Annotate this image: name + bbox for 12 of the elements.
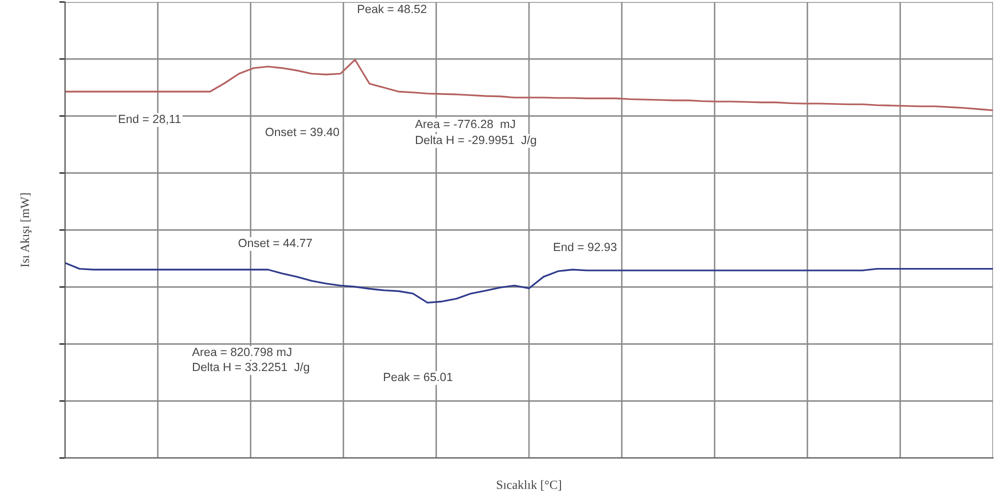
annotation: Area = 820.798 mJ <box>192 348 292 356</box>
annotation: Peak = 65.01 <box>384 372 452 382</box>
annotation: Onset = 39.40 <box>266 128 340 136</box>
annotation: End = 28,11 <box>118 114 181 125</box>
annotation: Area = -776.28 mJ <box>415 120 515 128</box>
annotation: End = 92.93 <box>554 242 616 252</box>
text: Peak = 48.52 <box>358 4 426 14</box>
x-axis-title: Sıcaklık [°C] <box>496 480 561 491</box>
annotation: Delta H = -29.9951 J/g <box>416 136 536 147</box>
annotation: Delta H = 33.2251 J/g <box>192 362 310 374</box>
annotation: Onset = 44.77 <box>238 238 312 248</box>
y-axis-title: Isı Akışı [mW] <box>20 193 32 268</box>
